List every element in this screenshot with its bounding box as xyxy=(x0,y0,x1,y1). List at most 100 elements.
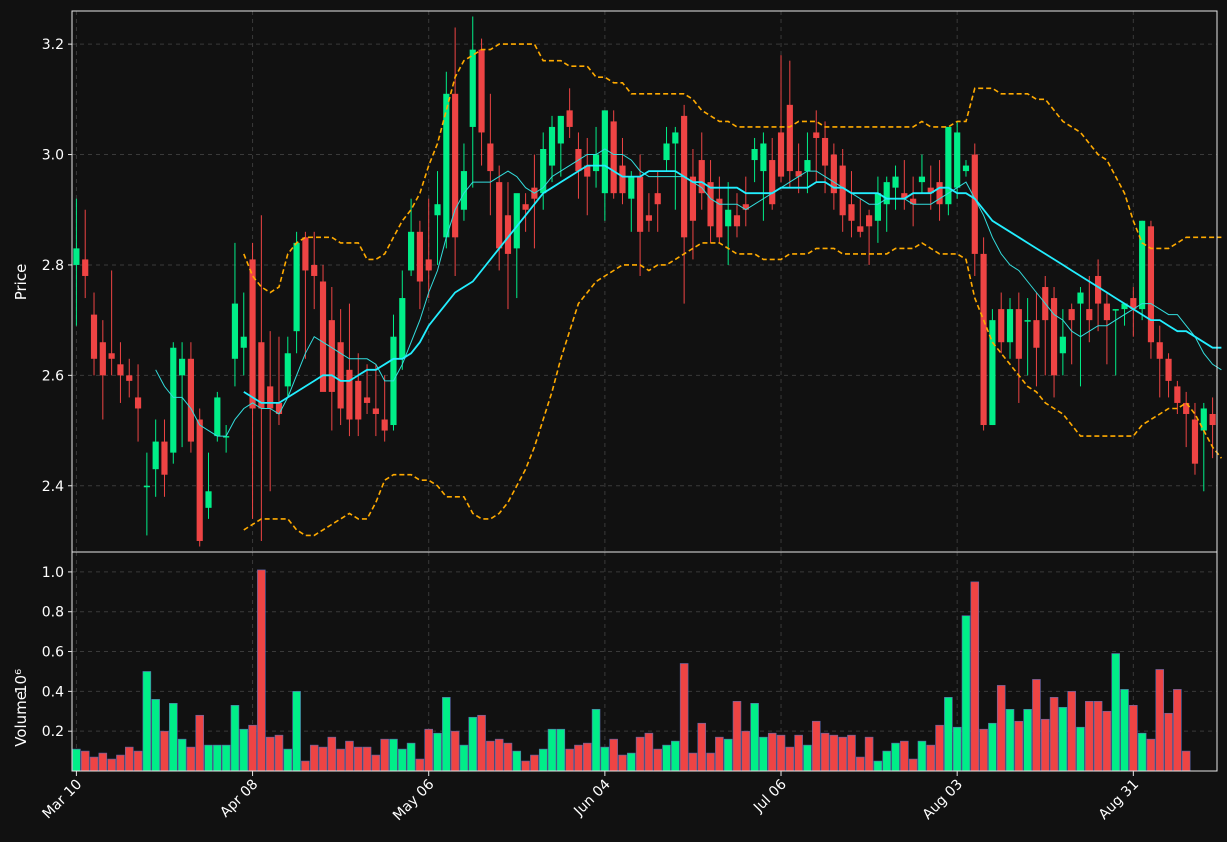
volume-bar xyxy=(1093,701,1103,772)
volume-bar xyxy=(415,758,425,772)
volume-bar xyxy=(283,748,293,772)
volume-bar xyxy=(72,748,81,772)
candle-body xyxy=(90,314,98,359)
volume-bar xyxy=(345,740,354,772)
candle-body xyxy=(179,358,186,376)
volume-bar xyxy=(679,663,689,772)
candle-body xyxy=(1147,226,1155,343)
candle-body xyxy=(214,397,221,437)
candle-body xyxy=(170,347,177,453)
candle-body xyxy=(284,353,291,387)
candle-body xyxy=(126,375,133,381)
volume-bar xyxy=(406,742,416,772)
candle-body xyxy=(161,441,168,475)
volume-panel: 0.2 0.4 0.6 0.8 1.0 xyxy=(42,551,1218,772)
volume-bar xyxy=(274,734,284,772)
candle-body xyxy=(760,143,767,172)
candle-body xyxy=(143,485,150,488)
volume-bar xyxy=(468,716,478,772)
volume-bar xyxy=(318,746,328,772)
candle-body xyxy=(663,143,670,161)
volume-bar xyxy=(336,748,345,772)
volume-bar xyxy=(706,752,715,772)
volume-bar xyxy=(635,736,645,772)
candle-body xyxy=(830,154,837,194)
volume-bar xyxy=(715,736,724,772)
volume-bar xyxy=(1023,708,1032,772)
candle-body xyxy=(1068,309,1075,321)
candle-body xyxy=(99,342,106,376)
candle-body xyxy=(134,397,142,409)
candle-body xyxy=(372,408,379,414)
volume-bar xyxy=(970,581,980,772)
candle-body xyxy=(971,154,978,254)
volume-bar xyxy=(908,758,918,772)
volume-bar xyxy=(732,701,742,772)
volume-bar xyxy=(600,746,610,772)
candle-body xyxy=(892,176,899,188)
volume-bar xyxy=(116,754,125,772)
candle-body xyxy=(1130,298,1137,310)
volume-bar xyxy=(935,724,944,772)
volume-bar xyxy=(124,746,134,772)
volume-bar xyxy=(433,732,442,772)
volume-bar xyxy=(1111,653,1120,772)
volume-tick-label: 1.0 xyxy=(42,565,64,581)
volume-bar xyxy=(133,750,143,772)
candle-body xyxy=(205,491,212,508)
candle-body xyxy=(813,132,820,138)
candle-body xyxy=(496,182,503,249)
candle-body xyxy=(716,198,723,238)
candle-body xyxy=(355,380,362,420)
candle-body xyxy=(848,204,855,221)
volume-bar xyxy=(98,752,108,772)
volume-bar xyxy=(618,754,627,772)
price-axis-label: Price xyxy=(12,264,30,301)
volume-bar xyxy=(301,760,310,772)
volume-bar xyxy=(864,736,874,772)
candle-body xyxy=(654,193,661,205)
candle-body xyxy=(513,193,520,249)
volume-bar xyxy=(873,760,883,772)
volume-bar xyxy=(380,738,389,772)
volume-bar xyxy=(591,708,601,772)
candle-body xyxy=(584,165,591,177)
volume-bar xyxy=(389,738,398,772)
volume-bar xyxy=(521,760,530,772)
candle-body xyxy=(804,160,811,172)
volume-bar xyxy=(248,724,257,772)
price-tick-label: 2.4 xyxy=(42,479,64,495)
candle-body xyxy=(637,176,644,232)
candle-body xyxy=(540,149,547,194)
volume-bar xyxy=(820,732,830,772)
volume-axis-unit: 10⁶ xyxy=(12,669,30,694)
volume-bar xyxy=(450,730,460,772)
candle-body xyxy=(698,160,705,194)
volume-bar xyxy=(952,726,962,772)
candle-body xyxy=(786,104,793,172)
volume-bar xyxy=(547,728,557,772)
candle-body xyxy=(742,204,749,210)
volume-bar xyxy=(257,569,266,772)
volume-bar xyxy=(582,742,592,772)
volume-bar xyxy=(494,738,504,772)
volume-bar xyxy=(917,740,927,772)
candle-body xyxy=(452,93,459,238)
candle-body xyxy=(1183,402,1190,414)
candle-body xyxy=(346,369,353,420)
volume-bar xyxy=(477,714,486,772)
candle-body xyxy=(117,364,124,376)
candle-body xyxy=(275,402,283,414)
candle-body xyxy=(672,132,679,144)
volume-bar xyxy=(177,738,187,772)
volume-bar xyxy=(459,744,469,772)
volume-bar xyxy=(169,703,178,772)
volume-bar xyxy=(565,748,574,772)
volume-bar xyxy=(512,750,522,772)
volume-bar xyxy=(767,732,777,772)
candle-body xyxy=(443,93,450,238)
volume-bar xyxy=(900,740,909,772)
volume-bar xyxy=(292,691,301,772)
candle-body xyxy=(152,441,159,470)
